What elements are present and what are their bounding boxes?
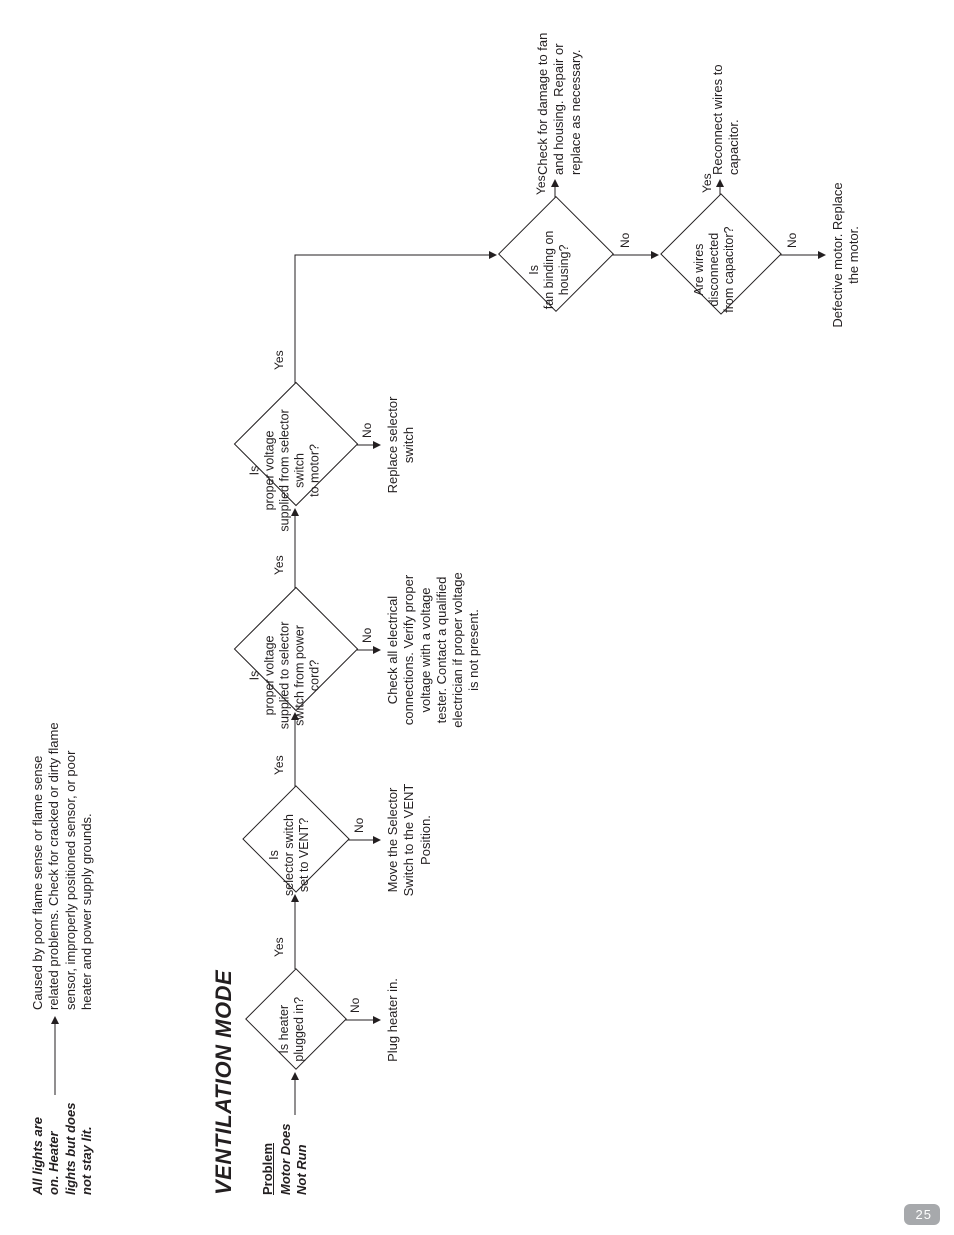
a4-l1: Replace selector [385, 397, 400, 494]
top-action-l3: sensor, improperly positioned sensor, or… [63, 751, 78, 1010]
d4-text: Is proper voltage supplied from selector… [248, 397, 323, 543]
a3-l5: electrician if proper voltage [450, 572, 465, 727]
d5-yes: Yes [534, 175, 548, 195]
a7-l2: the motor. [846, 226, 861, 284]
d1-no: No [348, 998, 362, 1013]
a4-l2: switch [401, 427, 416, 463]
a3-l4: tester. Contact a qualified [434, 577, 449, 724]
a3-l1: Check all electrical [385, 596, 400, 704]
a5-l3: replace as necessary. [568, 50, 583, 176]
a3-l6: is not present. [466, 609, 481, 691]
d1-text: Is heaterplugged in? [277, 970, 307, 1089]
d5-text: Is fan binding on housing? [527, 202, 572, 338]
heading-ventilation-mode: VENTILATION MODE [210, 970, 238, 1195]
d3-yes: Yes [272, 555, 286, 575]
d6-text: Are wires disconnected from capacitor? [692, 199, 737, 342]
a2-l1: Move the Selector [385, 788, 400, 893]
problem-label: Problem [260, 1143, 276, 1195]
a5-l2: and housing. Repair or [551, 43, 566, 175]
a3-l3: voltage with a voltage [418, 587, 433, 712]
d4-yes: Yes [272, 350, 286, 370]
a1-plug-heater-in: Plug heater in. [385, 965, 401, 1075]
page-number: 25 [904, 1204, 940, 1225]
a2-l3: Position. [418, 815, 433, 865]
d2-no: No [352, 818, 366, 833]
a5-l1: Check for damage to fan [535, 33, 550, 175]
d5-no: No [618, 233, 632, 248]
d2-text: Is selector switch set to VENT? [267, 792, 312, 918]
top-problem-l4: not stay lit. [79, 1126, 94, 1195]
a6-l1: Reconnect wires to [710, 64, 725, 175]
a3-l2: connections. Verify proper [401, 575, 416, 725]
d6-no: No [785, 233, 799, 248]
top-action-l1: Caused by poor flame sense or flame sens… [30, 756, 45, 1010]
top-action-l2: related problems. Check for cracked or d… [46, 722, 61, 1010]
top-problem-l2: on. Heater [46, 1131, 61, 1195]
motor-problem-l1: Motor Does [278, 1124, 293, 1196]
d3-no: No [360, 628, 374, 643]
d3-text: Is proper voltage supplied to selector s… [248, 602, 323, 748]
d2-yes: Yes [272, 755, 286, 775]
top-action-l4: heater and power supply grounds. [79, 813, 94, 1010]
motor-problem-l2: Not Run [294, 1144, 309, 1195]
a7-l1: Defective motor. Replace [830, 182, 845, 327]
top-problem-l1: All lights are [30, 1117, 45, 1195]
d4-no: No [360, 423, 374, 438]
d1-yes: Yes [272, 937, 286, 957]
a6-l2: capacitor. [726, 119, 741, 175]
a2-l2: Switch to the VENT [401, 784, 416, 897]
d6-yes: Yes [700, 173, 714, 193]
top-problem-l3: lights but does [63, 1103, 78, 1195]
